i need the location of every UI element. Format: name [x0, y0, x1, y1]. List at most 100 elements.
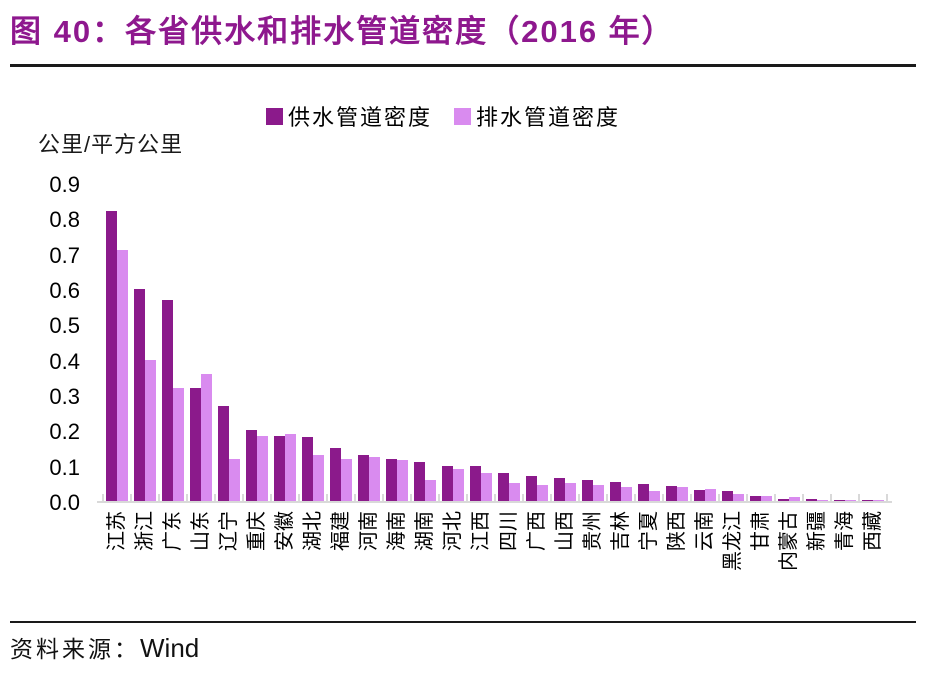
x-tick-label: 广西	[526, 511, 548, 551]
category-tick	[830, 494, 832, 503]
y-tick-label: 0.8	[49, 207, 80, 233]
bar-drainage	[453, 469, 464, 501]
category-tick	[466, 494, 468, 503]
plot-area	[97, 185, 892, 503]
bar-supply	[526, 476, 537, 501]
x-tick-label: 重庆	[246, 511, 268, 551]
category-tick	[242, 494, 244, 503]
bar-drainage	[509, 483, 520, 501]
bar-drainage	[621, 487, 632, 501]
x-tick-label: 湖北	[302, 511, 324, 551]
category-tick	[354, 494, 356, 503]
bar-drainage	[285, 434, 296, 501]
category-tick	[522, 494, 524, 503]
y-axis: 0.0 0.1 0.2 0.3 0.4 0.5 0.6 0.7 0.8 0.9	[34, 172, 80, 515]
bar-drainage	[145, 360, 156, 501]
x-tick-label: 内蒙古	[778, 511, 800, 571]
category-tick	[774, 494, 776, 503]
category-tick	[634, 494, 636, 503]
bar-supply	[358, 455, 369, 501]
bar-supply	[330, 448, 341, 501]
category-tick	[718, 494, 720, 503]
category-tick	[886, 494, 888, 503]
x-tick-label: 陕西	[666, 511, 688, 551]
bar-supply	[302, 437, 313, 501]
bar-supply	[498, 473, 509, 501]
x-tick-label: 青海	[834, 511, 856, 551]
x-tick-label: 海南	[386, 511, 408, 551]
bar-drainage	[229, 459, 240, 501]
x-tick-label: 黑龙江	[722, 511, 744, 571]
y-tick-label: 0.7	[49, 242, 80, 268]
x-tick-label: 辽宁	[218, 511, 240, 551]
legend-item-drainage: 排水管道密度	[454, 100, 620, 132]
bar-supply	[806, 499, 817, 501]
x-tick-label: 吉林	[610, 511, 632, 551]
y-tick-label: 0.4	[49, 348, 80, 374]
category-tick	[102, 494, 104, 503]
category-tick	[802, 494, 804, 503]
category-tick	[270, 494, 272, 503]
bar-supply	[862, 500, 873, 501]
source-line: 资料来源： Wind	[10, 630, 199, 664]
bar-drainage	[677, 487, 688, 501]
x-axis-labels: 江苏 浙江 广东 山东 辽宁 重庆 安徽 湖北 福建 河南 海南 湖南 河北 江西 四川 广西 山西 贵州 吉林 宁夏…	[103, 507, 887, 623]
category-tick	[606, 494, 608, 503]
bar-drainage	[173, 388, 184, 501]
bar-drainage	[705, 489, 716, 501]
x-tick-label: 江苏	[106, 511, 128, 551]
category-tick	[690, 494, 692, 503]
category-tick	[494, 494, 496, 503]
bar-drainage	[817, 500, 828, 501]
bar-supply	[750, 496, 761, 501]
title-divider	[10, 64, 916, 67]
y-tick-label: 0.3	[49, 384, 80, 409]
bar-drainage	[845, 500, 856, 501]
bar-supply	[106, 211, 117, 501]
legend-swatch-supply	[266, 107, 283, 125]
legend-label: 供水管道密度	[288, 105, 433, 130]
x-tick-label: 四川	[498, 511, 520, 551]
bar-drainage	[425, 480, 436, 501]
x-tick-label: 贵州	[582, 511, 604, 551]
bar-drainage	[481, 473, 492, 501]
category-tick	[382, 494, 384, 503]
category-tick	[550, 494, 552, 503]
legend-swatch-drainage	[454, 107, 472, 125]
x-tick-label: 福建	[330, 511, 352, 551]
category-tick	[130, 494, 132, 503]
category-tick	[214, 494, 216, 503]
bar-drainage	[397, 460, 408, 501]
bar-supply	[190, 388, 201, 501]
bar-drainage	[537, 485, 548, 501]
x-tick-label: 甘肃	[750, 511, 772, 551]
x-tick-label: 云南	[694, 511, 716, 551]
bar-supply	[610, 482, 621, 501]
bar-supply	[554, 478, 565, 501]
bar-supply	[274, 436, 285, 501]
bar-supply	[722, 491, 733, 501]
bar-supply	[218, 406, 229, 501]
category-tick	[662, 494, 664, 503]
x-tick-label: 山西	[554, 511, 576, 551]
page-title: 图 40：各省供水和排水管道密度（2016 年）	[10, 14, 675, 49]
category-tick	[578, 494, 580, 503]
y-tick-label: 0.1	[49, 454, 80, 480]
y-axis-unit-label: 公里/平方公里	[38, 132, 184, 157]
bar-drainage	[257, 436, 268, 501]
bar-drainage	[565, 483, 576, 501]
bar-supply	[442, 466, 453, 501]
x-tick-label: 山东	[190, 511, 212, 551]
category-tick	[186, 494, 188, 503]
bar-drainage	[649, 491, 660, 501]
bar-supply	[834, 500, 845, 501]
bar-supply	[778, 499, 789, 501]
bar-supply	[666, 486, 677, 501]
y-tick-label: 0.6	[49, 278, 80, 303]
bar-drainage	[593, 485, 604, 501]
bar-drainage	[117, 250, 128, 501]
x-tick-label: 新疆	[806, 511, 828, 551]
legend-item-supply: 供水管道密度	[266, 100, 432, 132]
bar-drainage	[369, 457, 380, 501]
